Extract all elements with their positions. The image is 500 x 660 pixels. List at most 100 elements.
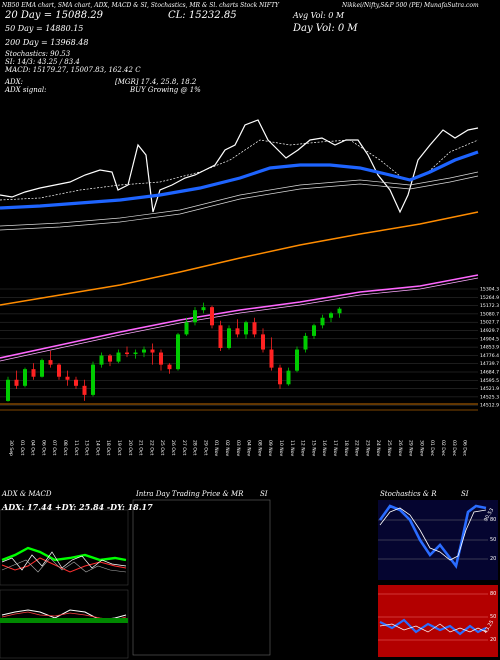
date-label: 11 Oct (73, 440, 79, 455)
si-line (379, 618, 487, 636)
candle-body (184, 322, 189, 335)
stoch-panel-si: SI (461, 490, 469, 498)
price-label: 15264.9 (480, 295, 499, 301)
intraday-panel-si: SI (260, 490, 268, 498)
date-label: 18 Nov (343, 440, 349, 457)
price-label: 14853.9 (480, 345, 499, 351)
price-label: 15027.7 (480, 320, 499, 326)
candle-body (286, 370, 291, 385)
candle-body (108, 355, 112, 362)
price-label: 14684.7 (480, 370, 499, 376)
price-label: 15080.7 (480, 311, 499, 317)
date-label: 02 Nov (224, 440, 230, 457)
candle-body (65, 376, 70, 380)
stoch-tick-20: 20 (490, 556, 497, 562)
date-label: 26 Oct (170, 440, 176, 455)
price-label: 14929.7 (480, 328, 499, 334)
si-lines (378, 593, 488, 641)
date-label: 06 Oct (40, 440, 46, 455)
date-label: 01 Nov (213, 440, 219, 457)
stoch-d-line (379, 507, 487, 561)
date-label: 06 Dec (462, 440, 468, 457)
candle-body (23, 369, 27, 386)
date-label: 12 Nov (300, 440, 306, 457)
price-axis-labels: 15304.3 15264.9 15172.3 15080.7 15027.7 14929… (480, 287, 499, 409)
day-vol-readout: Day Vol: 0 M (293, 23, 358, 34)
candle-body (142, 349, 146, 353)
date-label: 08 Nov (256, 440, 262, 457)
adx-panel-title: ADX & MACD (2, 490, 52, 498)
sma50-line-2 (0, 175, 479, 231)
intraday-panel-title: Intra Day Trading Price & MR (136, 490, 244, 498)
date-label: 02 Dec (440, 440, 446, 457)
date-label: 19 Oct (116, 440, 122, 455)
macd-readout: MACD: 15179.27, 15007.83, 162.42 C (5, 66, 141, 74)
candle-body (227, 328, 231, 348)
avg-vol-readout: Avg Vol: 0 M (293, 11, 345, 20)
candle-body (218, 325, 223, 348)
price-label: 14904.5 (480, 336, 499, 342)
stoch-tick-50: 50 (490, 537, 497, 543)
date-label: 30 Sep (8, 440, 14, 456)
adx-panel-readout: ADX: 17.44 +DY: 25.84 -DY: 18.17 (2, 502, 153, 512)
candle-body (269, 349, 274, 368)
date-label: 23 Nov (364, 440, 370, 457)
intraday-panel-bg (132, 499, 271, 656)
price-label: 14512.9 (480, 403, 499, 409)
date-label: 08 Oct (62, 440, 68, 455)
adx-panel-bg (0, 509, 129, 586)
date-label: 13 Oct (84, 440, 90, 455)
candle-body (303, 335, 308, 350)
stoch-k-line (378, 504, 487, 570)
date-label: 09 Nov (267, 440, 273, 457)
sma200-line (0, 274, 479, 359)
price-label: 14595.5 (480, 378, 499, 384)
date-label: 16 Nov (321, 440, 327, 457)
candle-body (261, 334, 265, 350)
si-panel-bg (378, 585, 498, 657)
ema50-line (0, 150, 479, 210)
price-grid (0, 288, 478, 411)
date-label: 07 Oct (51, 440, 57, 455)
candle-body (57, 364, 61, 377)
date-label: 24 Nov (375, 440, 381, 457)
candle-body (312, 325, 316, 336)
date-label: 29 Oct (202, 440, 208, 455)
candle-body (244, 322, 248, 335)
si-signal (379, 623, 487, 633)
ma200-readout: 200 Day = 13968.48 (5, 38, 89, 47)
candle-body (14, 379, 19, 386)
header-title: NB50 EMA chart, SMA chart, ADX, MACD & S… (2, 2, 279, 9)
candle-body (31, 369, 36, 377)
price-label: 15172.3 (480, 303, 499, 309)
date-label: 01 Dec (429, 440, 435, 457)
candle-body (133, 352, 138, 355)
candle-body (74, 379, 78, 386)
candle-body (295, 349, 299, 371)
date-label: 03 Dec (451, 440, 457, 457)
date-label: 10 Nov (278, 440, 284, 457)
date-label: 22 Nov (354, 440, 360, 457)
adx-signal-label: ADX signal: (5, 86, 47, 94)
adx-line (1, 551, 127, 571)
candle-body (320, 317, 325, 326)
candle-body (201, 307, 206, 311)
header-source: Nikkei/Nifty,S&P 500 (PE) MunafaSutra.co… (342, 2, 479, 9)
candle-body (150, 349, 155, 353)
candle-body (167, 364, 172, 370)
sma20-line (0, 139, 479, 201)
ema20-line (0, 119, 479, 214)
ema200-line (0, 211, 479, 306)
date-label: 04 Oct (30, 440, 36, 455)
price-label: 15304.3 (480, 287, 499, 293)
candle-body (337, 308, 342, 314)
si-readout: SI: 14/3: 43.25 / 83.4 (5, 58, 80, 66)
sma50-line (0, 171, 479, 227)
candle-body (252, 322, 257, 335)
date-label: 22 Oct (148, 440, 154, 455)
date-label: 26 Nov (397, 440, 403, 457)
candle-body (210, 307, 214, 326)
candle-body (116, 352, 121, 362)
candle-body (329, 313, 333, 318)
